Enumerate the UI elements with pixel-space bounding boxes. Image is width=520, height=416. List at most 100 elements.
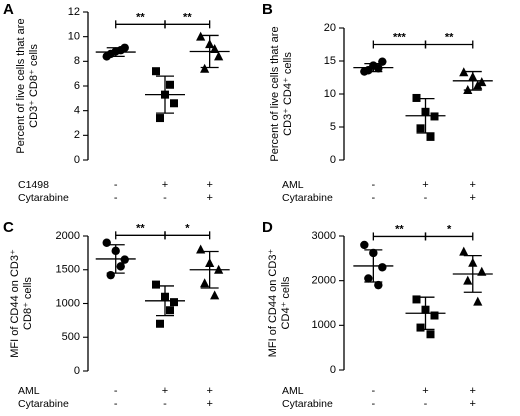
y-axis-label: CD8⁺ cells [22, 277, 34, 330]
data-point [200, 63, 210, 73]
condition-mark: + [162, 385, 168, 397]
condition-mark: - [372, 385, 376, 397]
data-point [170, 99, 178, 108]
significance-label: ** [136, 11, 145, 23]
y-tick-label: 12 [68, 6, 80, 18]
condition-mark: - [114, 385, 118, 397]
data-point [196, 31, 206, 41]
data-point [156, 114, 164, 123]
condition-mark: + [470, 385, 476, 397]
data-point [152, 67, 160, 76]
condition-name: Cytarabine [18, 192, 69, 204]
condition-mark: - [114, 179, 118, 191]
condition-mark: - [424, 398, 428, 410]
data-point [210, 44, 220, 53]
data-point [426, 132, 435, 141]
condition-mark: + [470, 398, 476, 410]
condition-mark: + [422, 385, 428, 397]
data-point [166, 80, 174, 89]
y-tick-label: 1500 [56, 264, 80, 276]
data-point [378, 263, 387, 272]
condition-mark: - [372, 192, 376, 204]
data-point [360, 240, 369, 250]
y-tick-label: 0 [330, 364, 336, 376]
significance-label: ** [445, 32, 454, 44]
condition-mark: - [114, 192, 118, 204]
panel-label: A [3, 1, 14, 18]
significance-label: ** [183, 11, 192, 23]
data-point [473, 296, 483, 306]
condition-mark: + [206, 385, 212, 397]
y-axis-label: MFI of CD44 on CD3⁺ [9, 249, 21, 358]
panel-label: B [262, 1, 273, 18]
condition-mark: - [424, 192, 428, 204]
significance-label: ** [136, 222, 145, 234]
y-tick-label: 2000 [56, 230, 80, 242]
y-tick-label: 10 [324, 88, 336, 100]
y-axis-label: MFI of CD44 on CD3⁺ [267, 249, 279, 358]
data-point [412, 93, 421, 102]
condition-mark: + [162, 179, 168, 191]
data-point [374, 280, 383, 290]
y-tick-label: 20 [324, 22, 336, 34]
data-point [473, 80, 483, 90]
y-tick-label: 6 [74, 80, 80, 92]
panel-a: A 0 2 4 6 8 10 12 Percent of live cells that are… [3, 1, 230, 204]
data-point [459, 246, 469, 256]
y-tick-label: 15 [324, 55, 336, 67]
condition-mark: - [163, 192, 167, 204]
data-point [210, 290, 220, 300]
data-point [102, 238, 111, 247]
condition-mark: + [206, 192, 212, 204]
data-point [170, 298, 178, 307]
y-axis-label: CD3⁺ CD4⁺ cells [282, 52, 294, 136]
condition-name: Cytarabine [282, 398, 333, 410]
y-axis-label: CD3⁺ CD8⁺ cells [28, 44, 40, 128]
panel-d: D 0 1000 2000 3000 MFI of CD44 on CD3⁺ CD4⁺ ce… [262, 219, 493, 410]
data-point [214, 51, 224, 61]
significance-label: *** [393, 32, 407, 44]
y-tick-label: 0 [74, 154, 80, 166]
condition-name: C1498 [18, 179, 49, 191]
data-point [152, 280, 160, 289]
condition-name: Cytarabine [18, 398, 69, 410]
y-tick-label: 2 [74, 129, 80, 141]
data-point [116, 262, 125, 271]
significance-label: * [185, 222, 190, 234]
condition-name: AML [282, 385, 304, 397]
y-tick-label: 3000 [312, 230, 336, 242]
condition-name: AML [18, 385, 40, 397]
data-point [374, 64, 383, 73]
y-tick-label: 2000 [312, 275, 336, 287]
data-point [463, 275, 473, 285]
data-point [426, 330, 435, 339]
y-tick-label: 4 [74, 105, 80, 117]
data-point [430, 311, 439, 320]
condition-mark: - [372, 398, 376, 410]
y-tick-label: 0 [74, 365, 80, 377]
significance-label: ** [395, 223, 404, 235]
condition-mark: - [163, 398, 167, 410]
condition-name: AML [282, 179, 304, 191]
y-axis-label: Percent of live cells that are [269, 26, 281, 161]
data-point [120, 255, 129, 264]
condition-name: Cytarabine [282, 192, 333, 204]
data-point [412, 295, 421, 304]
condition-mark: + [206, 398, 212, 410]
condition-mark: + [470, 192, 476, 204]
y-tick-label: 10 [68, 31, 80, 43]
data-point [416, 323, 425, 332]
data-point [156, 319, 164, 328]
data-point [166, 306, 174, 315]
y-tick-label: 5 [330, 121, 336, 133]
data-point [364, 274, 373, 283]
condition-mark: + [470, 179, 476, 191]
y-tick-label: 0 [330, 154, 336, 166]
y-tick-label: 1000 [312, 319, 336, 331]
data-point [106, 270, 115, 280]
y-tick-label: 500 [62, 331, 80, 343]
condition-mark: + [206, 179, 212, 191]
panel-label: C [3, 219, 14, 236]
